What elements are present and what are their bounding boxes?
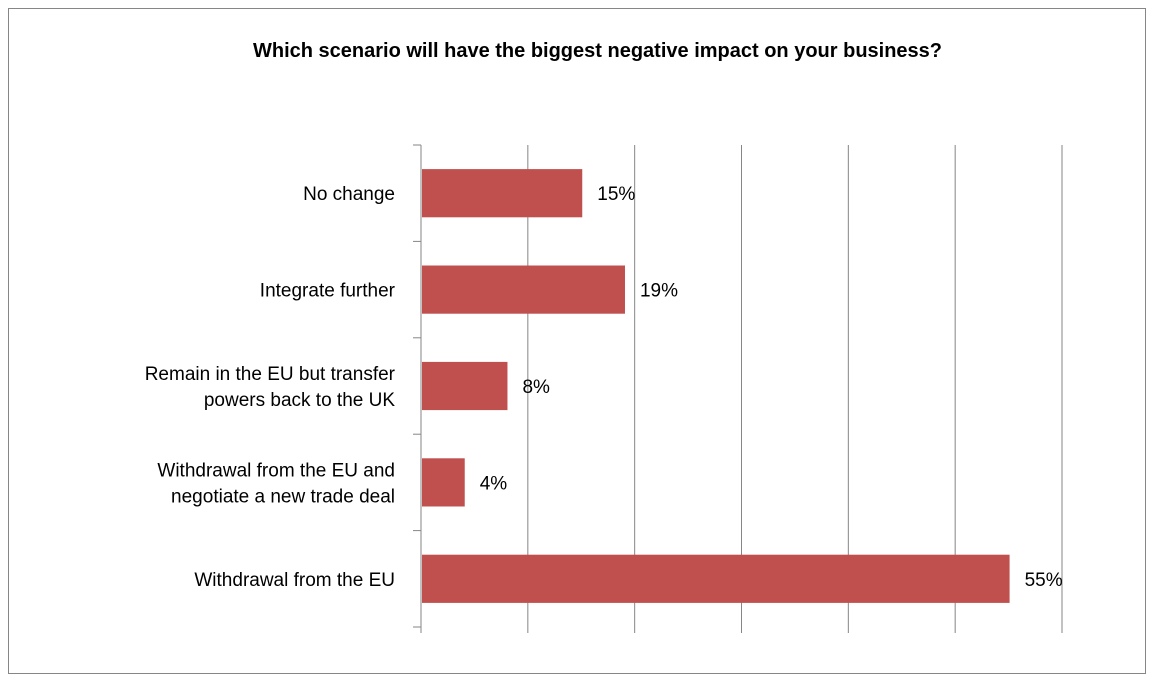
chart-title: Which scenario will have the biggest neg…: [252, 40, 943, 62]
data-label: 55%: [1025, 570, 1063, 591]
category-label: Remain in the EU but transfer powers back…: [145, 364, 396, 411]
category-label: Integrate further: [260, 281, 396, 302]
category-label: No change: [303, 184, 395, 205]
data-label: 19%: [640, 281, 678, 302]
data-label: 4%: [480, 473, 508, 494]
bar: [422, 361, 508, 411]
data-label: 8%: [522, 377, 550, 398]
category-label: Withdrawal from the EU: [194, 570, 395, 591]
bar: [422, 554, 1010, 603]
bar: [422, 458, 465, 507]
category-label: Withdrawal from the EU and negotiate a ne…: [157, 460, 395, 507]
bar: [422, 169, 583, 218]
bar: [422, 265, 625, 314]
data-label: 15%: [597, 184, 635, 205]
